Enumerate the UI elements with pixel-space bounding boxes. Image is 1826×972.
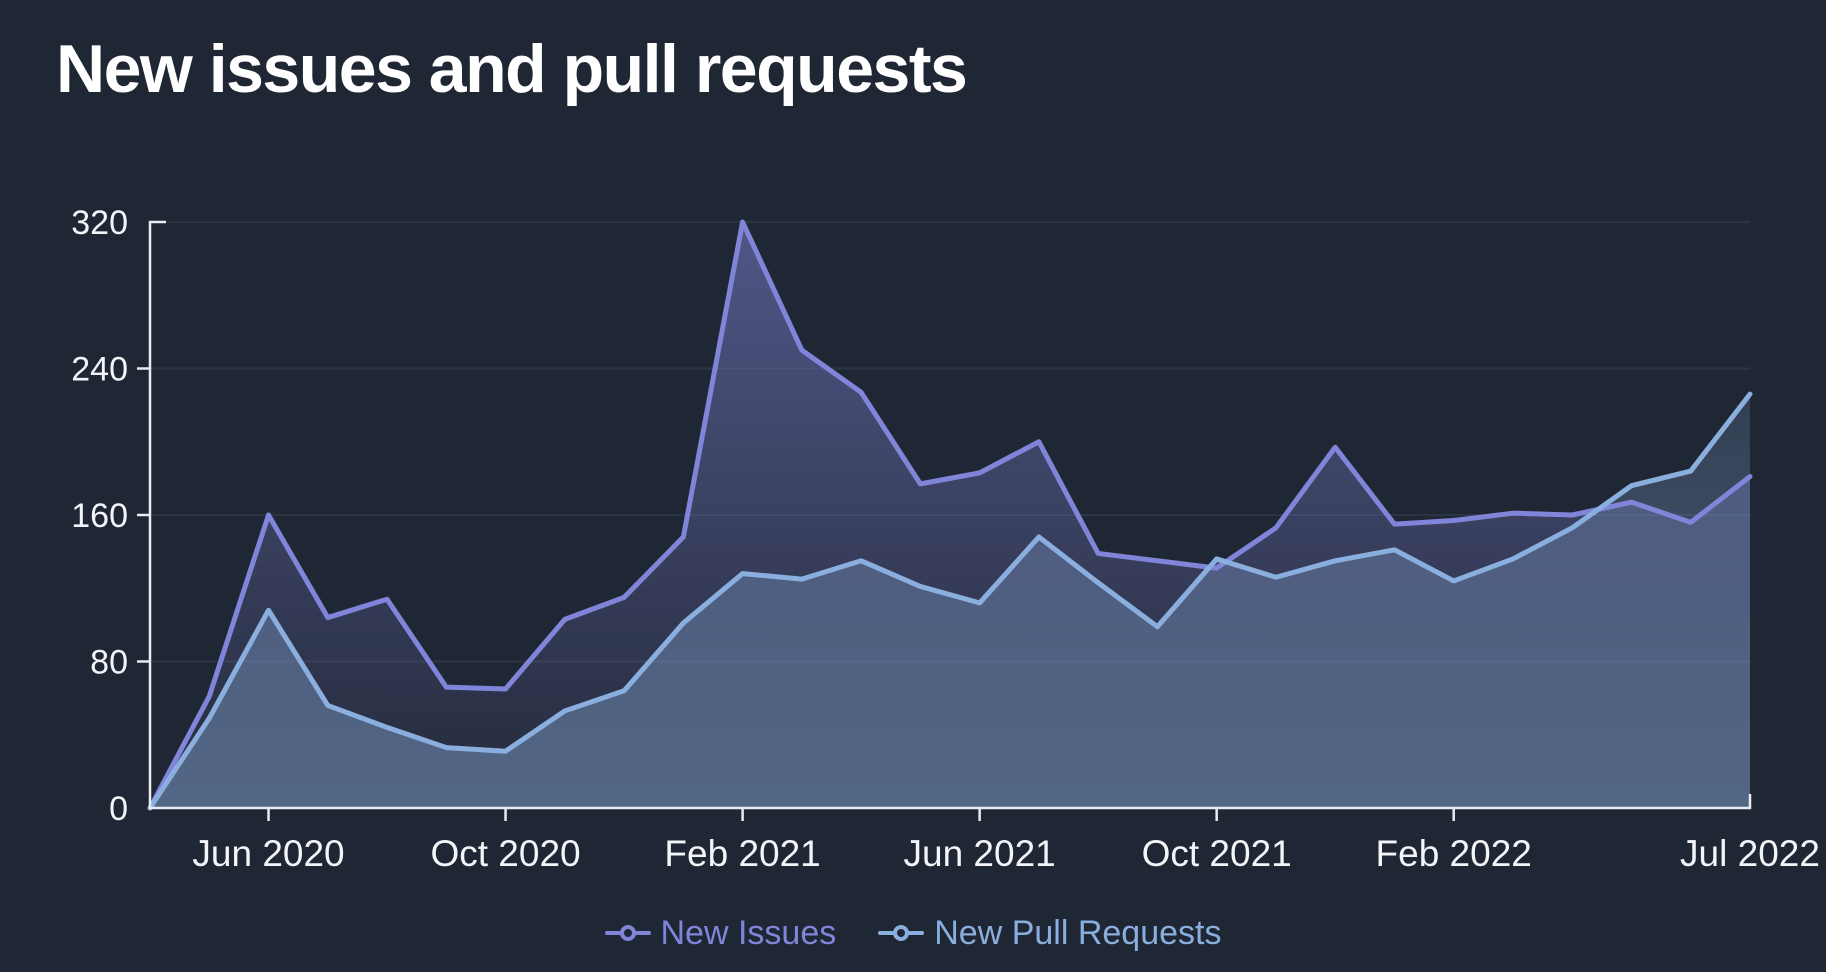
x-tick-label: Feb 2022 xyxy=(1376,833,1532,874)
x-tick-label: Oct 2021 xyxy=(1142,833,1292,874)
y-tick-label: 320 xyxy=(71,204,128,242)
legend-label-new-pull-requests: New Pull Requests xyxy=(934,913,1222,952)
y-tick-label: 160 xyxy=(71,497,128,535)
legend-item-new-issues[interactable]: New Issues xyxy=(604,913,837,953)
line-circle-marker-icon xyxy=(604,925,651,941)
area-new-pull-requests xyxy=(150,394,1750,808)
x-tick-label: Jul 2022 xyxy=(1680,833,1820,874)
x-tick-label: Jun 2021 xyxy=(904,833,1056,874)
legend: New Issues New Pull Requests xyxy=(0,906,1826,960)
line-circle-marker-icon xyxy=(878,925,925,941)
axis-frame xyxy=(148,220,1752,810)
legend-item-new-pull-requests[interactable]: New Pull Requests xyxy=(878,914,1221,953)
line-new-pull-requests[interactable] xyxy=(147,391,1753,811)
x-tick-label: Jun 2020 xyxy=(192,833,344,874)
y-tick-label: 80 xyxy=(90,643,128,681)
x-tick-label: Feb 2021 xyxy=(664,833,820,874)
legend-label-new-issues: New Issues xyxy=(660,913,837,952)
line-new-issues[interactable] xyxy=(147,219,1753,811)
y-tick-label: 0 xyxy=(109,790,128,828)
x-tick-label: Oct 2020 xyxy=(430,833,580,874)
y-tick-label: 240 xyxy=(71,350,128,388)
page-title: New issues and pull requests xyxy=(56,31,968,107)
